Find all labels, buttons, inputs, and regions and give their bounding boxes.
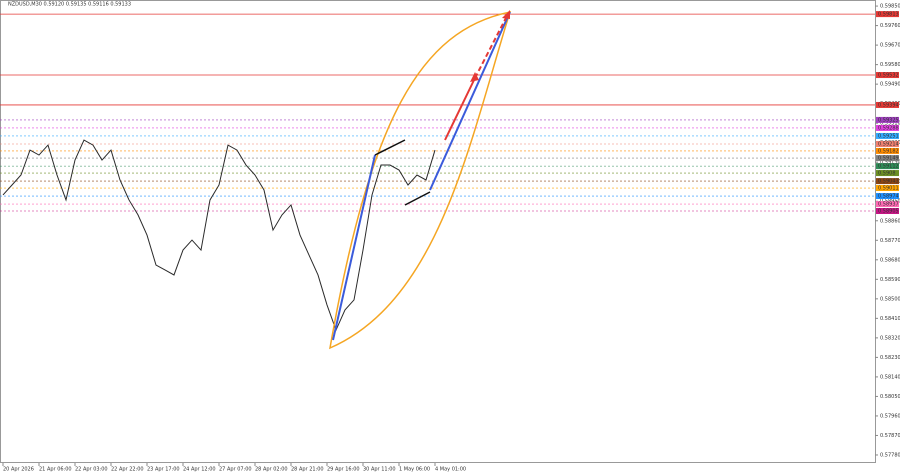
price-tag-label: 0.59532 [878, 73, 899, 79]
price [2, 139, 436, 332]
y-tick-label: 0.58680 [880, 257, 900, 263]
y-tick-label: 0.58320 [880, 335, 900, 341]
chart-title: NZDUSD,M30 0.59120 0.59135 0.59116 0.591… [8, 2, 131, 8]
price-tag-label: 0.59182 [878, 148, 899, 154]
price-tag [876, 193, 899, 200]
price-tag [876, 163, 899, 170]
y-tick-label: 0.58140 [880, 374, 900, 380]
price-tag-label: 0.59813 [878, 12, 899, 18]
price-tag [876, 72, 899, 79]
y-tick-label: 0.57870 [880, 433, 900, 439]
target-arrow [444, 77, 476, 141]
price-tag-label: 0.59394 [878, 102, 899, 108]
price-tag [876, 147, 899, 154]
price-tag-label: 0.59325 [878, 117, 899, 123]
x-tick-label: 24 Apr 12:00 [183, 467, 216, 473]
price-tag-label: 0.58905 [878, 209, 899, 215]
price-tag-label: 0.59214 [878, 141, 899, 147]
y-tick-label: 0.59310 [880, 121, 900, 127]
y-tick-label: 0.59760 [880, 23, 900, 29]
price-tag-label: 0.59112 [878, 164, 899, 170]
y-tick-label: 0.58050 [880, 394, 900, 400]
price-tag-label: 0.59043 [878, 179, 899, 185]
x-tick-label: 28 Apr 02:00 [255, 467, 288, 473]
price-line [2, 139, 436, 332]
drawings [329, 10, 512, 350]
price-tag [876, 155, 899, 162]
price-tag [876, 178, 899, 185]
price-tag [876, 116, 899, 123]
trend-line [332, 154, 376, 341]
x-tick-label: 30 Apr 11:00 [363, 467, 396, 473]
price-tag [876, 170, 899, 177]
price-tag [876, 185, 899, 192]
x-tick-label: 28 Apr 21:00 [291, 467, 324, 473]
y-tick-label: 0.59850 [880, 4, 900, 10]
target-arrow [474, 13, 509, 79]
price-tag-label: 0.59251 [878, 133, 899, 139]
y-tick-label: 0.59670 [880, 43, 900, 49]
price-tag [876, 124, 899, 131]
price-tag [876, 208, 899, 215]
price-tag-label: 0.59149 [878, 156, 899, 162]
y-tick-label: 0.57780 [880, 452, 900, 458]
y-tick-label: 0.58230 [880, 355, 900, 361]
axes: 0.57780 0.57870 0.57960 0.58050 0.58140 0.582… [2, 4, 900, 473]
x-tick-label: 21 Apr 06:00 [39, 467, 72, 473]
price-tag-label: 0.58974 [878, 194, 899, 200]
neck-line [374, 139, 406, 156]
x-tick-label: 1 May 06:00 [399, 467, 430, 473]
arrow-head [470, 72, 479, 82]
y-tick-label: 0.58500 [880, 296, 900, 302]
neck-line [404, 191, 431, 206]
arrow-head [502, 10, 510, 19]
x-tick-label: 20 Apr 2026 [3, 467, 34, 473]
price-tag [876, 11, 899, 18]
x-tick-label: 23 Apr 17:00 [147, 467, 180, 473]
price-tag [876, 140, 899, 147]
y-tick-label: 0.58860 [880, 218, 900, 224]
y-tick-label: 0.58770 [880, 238, 900, 244]
y-tick-label: 0.59490 [880, 82, 900, 88]
y-tick-label: 0.57960 [880, 413, 900, 419]
x-tick-label: 22 Apr 03:00 [75, 467, 108, 473]
trend-line [429, 11, 511, 191]
price-tag-label: 0.58937 [878, 202, 899, 208]
x-tick-label: 29 Apr 16:00 [327, 467, 360, 473]
price-tag-label: 0.5908 [878, 171, 896, 177]
x-tick-label: 22 Apr 22:00 [111, 467, 144, 473]
price-tag [876, 101, 899, 108]
x-tick-label: 27 Apr 07:00 [219, 467, 252, 473]
price-tag [876, 201, 899, 208]
levels [0, 13, 875, 212]
price-tag-label: 0.59011 [878, 186, 899, 192]
price-tag-label: 0.59288 [878, 125, 899, 131]
y-tick-label: 0.59580 [880, 62, 900, 68]
price-tag [876, 132, 899, 139]
x-tick-label: 4 May 01:00 [435, 467, 466, 473]
y-tick-label: 0.58410 [880, 316, 900, 322]
y-tick-label: 0.58590 [880, 277, 900, 283]
plot-frame [0, 0, 876, 463]
y-tick-label: 0.59130 [880, 160, 900, 166]
